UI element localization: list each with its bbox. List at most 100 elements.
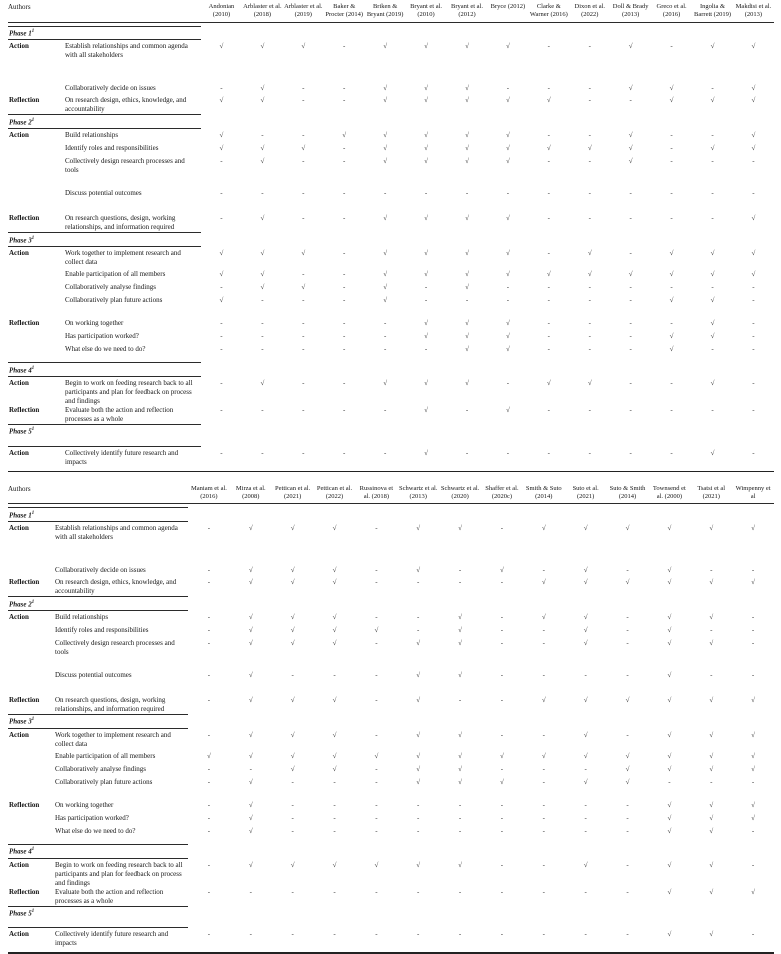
dash-cell: - [291, 930, 294, 939]
dash-cell: - [629, 448, 632, 457]
author-column-header: Wimpenny et al [735, 484, 771, 500]
check-cell: √ [583, 730, 588, 739]
dash-cell: - [375, 524, 378, 533]
check-cell: √ [751, 84, 756, 93]
check-cell: √ [424, 84, 428, 93]
dash-cell: - [302, 332, 305, 341]
check-cell: √ [667, 764, 672, 773]
dash-cell: - [751, 860, 755, 869]
check-cell: √ [583, 638, 588, 647]
table-row: Collectively design research processes a… [8, 639, 774, 657]
dash-cell: - [629, 319, 632, 328]
dash-cell: - [500, 670, 504, 679]
check-cell: √ [709, 813, 714, 822]
dash-cell: - [375, 612, 378, 621]
phase-label: Phase 51 [8, 423, 201, 447]
check-cell: √ [546, 144, 551, 153]
dash-cell: - [458, 695, 462, 704]
row-description: Evaluate both the action and reflection … [55, 887, 164, 905]
author-column-header: Townsend et al. (2000) [652, 484, 686, 500]
dash-cell: - [588, 189, 591, 198]
table-row: Action Establish relationships and common… [8, 42, 774, 60]
dash-cell: - [207, 764, 211, 773]
dash-cell: - [752, 157, 755, 166]
dash-cell: - [343, 189, 346, 198]
dash-cell: - [506, 296, 510, 305]
phase-label-text: Phase 1 [9, 29, 32, 38]
dash-cell: - [752, 283, 755, 292]
table-row: Reflection On working together - √ - - - - - - - - -… [8, 801, 774, 810]
phase-band-row: Phase 41 [8, 362, 774, 377]
dash-cell: - [343, 332, 346, 341]
phase-band-row: Phase 21 [8, 114, 774, 130]
phase-band-row: Phase 51 [8, 423, 774, 447]
check-cell: √ [260, 283, 265, 292]
check-cell: √ [332, 751, 337, 760]
dash-cell: - [752, 332, 755, 341]
check-cell: √ [424, 42, 428, 51]
check-cell: √ [587, 270, 592, 279]
dash-cell: - [333, 930, 336, 939]
dash-cell: - [584, 800, 587, 809]
check-cell: √ [541, 612, 546, 621]
dash-cell: - [711, 189, 714, 198]
row-description: Collaboratively plan future actions [55, 777, 153, 786]
check-cell: √ [332, 638, 337, 647]
check-cell: √ [219, 249, 224, 258]
row-description: Identify roles and responsibilities [65, 144, 159, 153]
dash-cell: - [588, 42, 591, 51]
dash-cell: - [333, 670, 336, 679]
phase-label-text: Phase 2 [9, 118, 32, 127]
check-cell: √ [709, 751, 714, 760]
check-cell: √ [458, 764, 462, 773]
table-row: Action Collectively identify future resea… [8, 930, 774, 948]
dash-cell: - [626, 612, 629, 621]
dash-cell: - [588, 96, 591, 105]
check-cell: √ [301, 283, 306, 292]
check-cell: √ [383, 131, 388, 140]
check-cell: √ [667, 930, 672, 939]
table-row: Reflection On research questions, design,… [8, 696, 774, 714]
dash-cell: - [542, 777, 545, 786]
check-cell: √ [290, 524, 295, 533]
check-cell: √ [248, 777, 253, 786]
dash-cell: - [588, 345, 591, 354]
check-cell: √ [667, 751, 672, 760]
phase-footnote-marker: 1 [31, 717, 35, 723]
check-cell: √ [465, 378, 469, 387]
dash-cell: - [458, 813, 462, 822]
check-cell: √ [248, 638, 253, 647]
dash-cell: - [588, 332, 591, 341]
check-cell: √ [505, 405, 510, 414]
check-cell: √ [248, 860, 253, 869]
dash-cell: - [588, 319, 591, 328]
dash-cell: - [417, 578, 420, 587]
dash-cell: - [261, 296, 264, 305]
table-row: Action Work together to implement researc… [8, 249, 774, 267]
table-header-row: Authors Maniam et al. (2016) Mirza et al. … [8, 485, 774, 505]
author-column-header: Schwartz et al. (2013) [399, 484, 438, 500]
dash-cell: - [506, 84, 510, 93]
dash-cell: - [670, 378, 673, 387]
check-cell: √ [583, 777, 588, 786]
dash-cell: - [249, 930, 252, 939]
row-role-label: Action [9, 448, 29, 457]
check-cell: √ [751, 42, 756, 51]
check-cell: √ [332, 566, 337, 575]
dash-cell: - [500, 625, 504, 634]
authors-header-label: Authors [8, 3, 31, 11]
dash-cell: - [542, 638, 545, 647]
check-cell: √ [301, 42, 306, 51]
author-column-header: Doll & Brady (2013) [612, 3, 649, 18]
row-role-label: Action [9, 860, 29, 869]
dash-cell: - [207, 813, 211, 822]
dash-cell: - [343, 157, 346, 166]
dash-cell: - [417, 800, 420, 809]
table-row: Action Establish relationships and common… [8, 524, 774, 542]
check-cell: √ [505, 42, 510, 51]
check-cell: √ [260, 214, 265, 223]
dash-cell: - [584, 764, 587, 773]
dash-cell: - [207, 670, 211, 679]
dash-cell: - [547, 405, 550, 414]
row-description: Collectively design research processes a… [65, 157, 185, 175]
